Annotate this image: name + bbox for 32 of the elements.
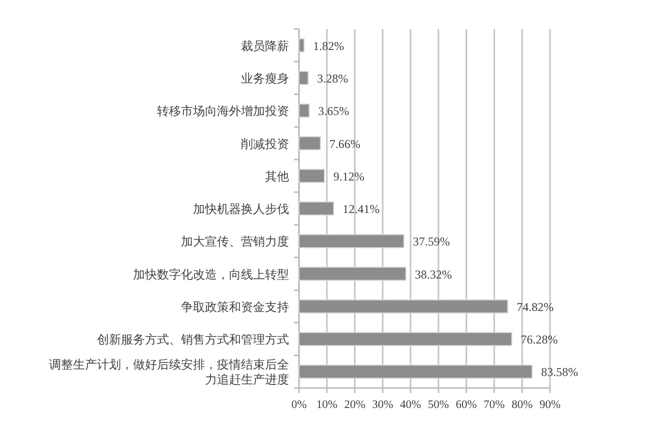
category-label: 调整生产计划，做好后续安排，疫情结束后全力追赶生产进度 (49, 358, 289, 387)
data-label: 3.65% (318, 104, 350, 118)
category-label: 加快机器换人步伐 (193, 202, 289, 216)
category-label: 加大宣传、营销力度 (181, 234, 289, 249)
x-tick-label: 50% (428, 399, 449, 411)
x-tick-label: 10% (316, 399, 338, 411)
category-label: 加快数字化改造，向线上转型 (133, 267, 289, 282)
x-tick-label: 0% (291, 399, 307, 411)
data-label: 74.82% (516, 300, 554, 314)
category-label: 削减投资 (241, 136, 289, 151)
x-tick-label: 40% (400, 399, 422, 411)
x-tick-label: 90% (539, 399, 561, 411)
x-tick-label: 30% (372, 399, 394, 411)
category-label: 其他 (265, 169, 289, 184)
category-label: 转移市场向海外增加投资 (157, 104, 289, 118)
category-label: 业务瘦身 (241, 72, 289, 86)
category-label: 争取政策和资金支持 (181, 300, 289, 314)
category-label: 创新服务方式、销售方式和管理方式 (97, 332, 289, 347)
data-label: 38.32% (414, 267, 452, 282)
data-label: 83.58% (541, 365, 578, 380)
x-tick-label: 60% (456, 399, 477, 411)
x-tick-label: 70% (484, 399, 505, 411)
data-label: 12.41% (342, 202, 380, 216)
category-label: 裁员降薪 (241, 38, 289, 53)
x-tick-label: 20% (344, 399, 366, 411)
data-label: 37.59% (412, 234, 450, 249)
data-label: 3.28% (317, 72, 348, 86)
data-label: 76.28% (520, 332, 558, 347)
data-label: 9.12% (333, 169, 364, 184)
data-label: 1.82% (313, 38, 344, 53)
data-label: 7.66% (329, 136, 360, 151)
x-tick-label: 80% (512, 399, 533, 411)
